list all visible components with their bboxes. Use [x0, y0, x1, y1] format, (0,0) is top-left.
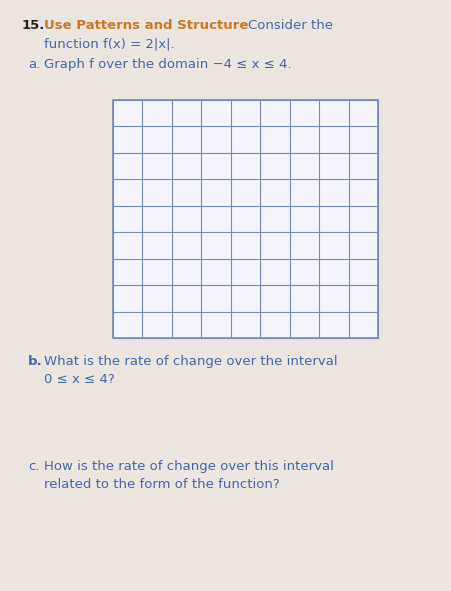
Text: Consider the: Consider the	[248, 19, 333, 32]
Text: 15.: 15.	[22, 19, 46, 32]
Text: a.: a.	[28, 58, 40, 71]
Text: 0 ≤ x ≤ 4?: 0 ≤ x ≤ 4?	[44, 373, 115, 386]
Text: function f(x) = 2|x|.: function f(x) = 2|x|.	[44, 37, 175, 50]
Bar	[113, 100, 378, 338]
Text: What is the rate of change over the interval: What is the rate of change over the inte…	[44, 355, 338, 368]
Text: related to the form of the function?: related to the form of the function?	[44, 478, 280, 491]
Text: Use Patterns and Structure: Use Patterns and Structure	[44, 19, 249, 32]
Text: c.: c.	[28, 460, 40, 473]
Text: How is the rate of change over this interval: How is the rate of change over this inte…	[44, 460, 334, 473]
Text: Graph f over the domain −4 ≤ x ≤ 4.: Graph f over the domain −4 ≤ x ≤ 4.	[44, 58, 292, 71]
Text: b.: b.	[28, 355, 43, 368]
